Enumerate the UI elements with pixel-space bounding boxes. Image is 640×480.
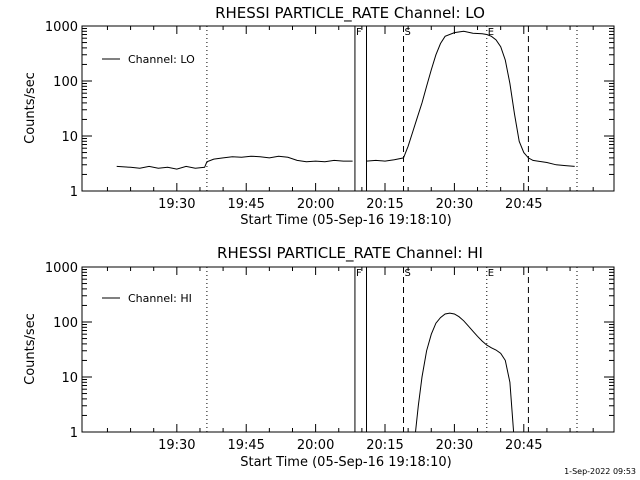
y-tick-label: 10 [61, 371, 78, 386]
chart-title: RHESSI PARTICLE_RATE Channel: LO [215, 4, 485, 23]
legend: Channel: LO [102, 53, 195, 66]
marker-label: F [356, 268, 362, 279]
footer-timestamp: 1-Sep-2022 09:53 [564, 467, 636, 476]
series-line-before-gap [116, 155, 353, 170]
chart-panel-lo: RHESSI PARTICLE_RATE Channel: LO Counts/… [23, 4, 615, 228]
x-ticks: 19:30 19:45 20:00 20:15 20:30 20:45 [106, 267, 594, 453]
x-tick-label: 19:30 [158, 197, 195, 212]
series-line-event [415, 312, 515, 433]
x-ticks: 19:30 19:45 20:00 20:15 20:30 20:45 [106, 26, 594, 212]
y-ticks: 1 10 100 1000 [45, 20, 614, 200]
legend: Channel: HI [102, 292, 192, 305]
x-tick-label: 20:30 [436, 197, 473, 212]
x-tick-label: 20:00 [297, 438, 334, 453]
y-axis-label: Counts/sec [23, 313, 38, 385]
chart-title: RHESSI PARTICLE_RATE Channel: HI [217, 244, 483, 263]
y-tick-label: 1000 [45, 261, 78, 276]
x-tick-label: 19:45 [227, 197, 264, 212]
y-tick-label: 1000 [45, 20, 78, 35]
legend-label: Channel: LO [128, 53, 195, 66]
y-tick-label: 10 [61, 130, 78, 145]
series-line-after-gap [366, 30, 575, 167]
marker-label: F [356, 27, 362, 38]
data-traces [116, 30, 575, 170]
legend-label: Channel: HI [128, 292, 192, 305]
y-axis-label: Counts/sec [23, 72, 38, 144]
x-tick-label: 20:45 [505, 438, 542, 453]
data-traces [415, 312, 515, 433]
marker-label: E [488, 268, 494, 279]
y-tick-label: 1 [70, 426, 78, 441]
plot-frame [81, 25, 615, 192]
plot-frame [81, 266, 615, 433]
x-tick-label: 20:15 [366, 438, 403, 453]
marker-label: S [405, 27, 411, 38]
x-axis-label: Start Time (05-Sep-16 19:18:10) [240, 213, 451, 228]
marker-label: S [405, 268, 411, 279]
y-tick-label: 1 [70, 185, 78, 200]
x-tick-label: 20:00 [297, 197, 334, 212]
x-tick-label: 20:45 [505, 197, 542, 212]
y-tick-label: 100 [53, 75, 78, 90]
y-tick-label: 100 [53, 316, 78, 331]
marker-label: E [488, 27, 494, 38]
chart-panel-hi: RHESSI PARTICLE_RATE Channel: HI Counts/… [23, 244, 615, 470]
x-tick-label: 19:45 [227, 438, 264, 453]
y-ticks: 1 10 100 1000 [45, 261, 614, 441]
x-tick-label: 20:30 [436, 438, 473, 453]
x-axis-label: Start Time (05-Sep-16 19:18:10) [240, 455, 451, 470]
x-tick-label: 19:30 [158, 438, 195, 453]
x-tick-label: 20:15 [366, 197, 403, 212]
